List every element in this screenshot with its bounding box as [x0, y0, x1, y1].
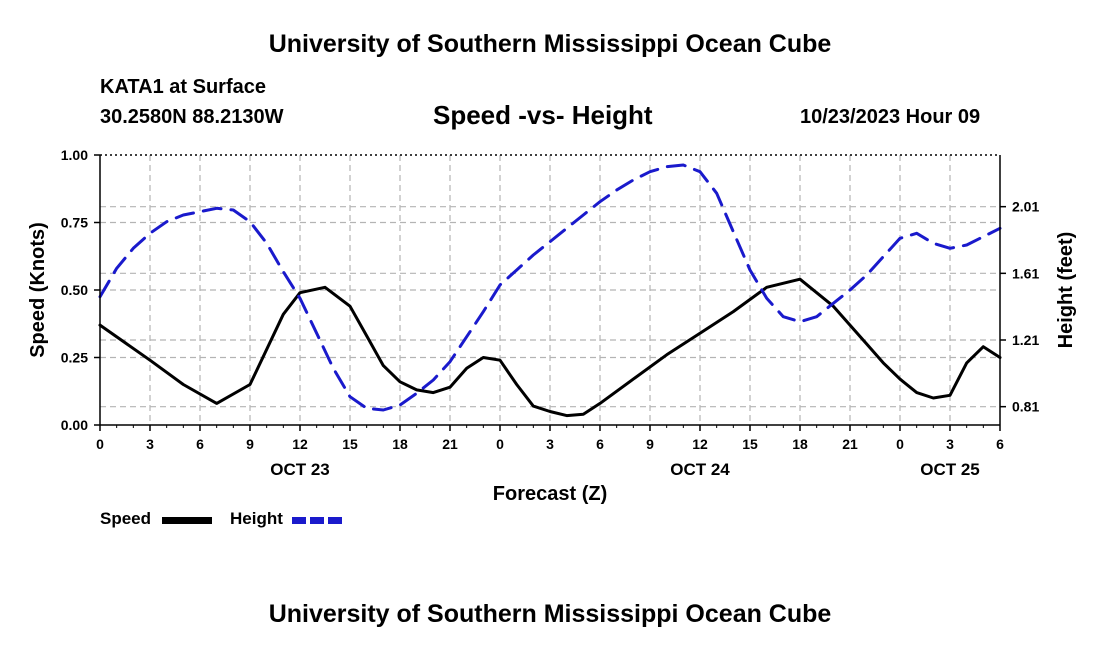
- x-tick-label: 0: [496, 436, 504, 452]
- x-date-label: OCT 23: [270, 460, 330, 479]
- page-title: University of Southern Mississippi Ocean…: [268, 30, 832, 58]
- x-tick-label: 3: [146, 436, 154, 452]
- x-tick-label: 12: [292, 436, 308, 452]
- forecast-datetime: 10/23/2023 Hour 09: [800, 106, 981, 128]
- chart-title: Speed -vs- Height: [433, 100, 653, 130]
- x-tick-label: 18: [392, 436, 408, 452]
- x-tick-label: 6: [596, 436, 604, 452]
- legend-speed-label: Speed: [100, 509, 152, 528]
- legend-speed-swatch: [162, 517, 212, 524]
- y-tick-label: 0.50: [61, 282, 88, 298]
- x-tick-label: 15: [342, 436, 358, 452]
- y2-tick-label: 2.01: [1012, 199, 1039, 215]
- x-date-label: OCT 25: [920, 460, 980, 479]
- x-tick-label: 6: [996, 436, 1004, 452]
- y2-tick-label: 1.21: [1012, 332, 1039, 348]
- y2-tick-label: 1.61: [1012, 265, 1039, 281]
- x-tick-label: 6: [196, 436, 204, 452]
- y-tick-label: 0.25: [61, 350, 88, 366]
- legend-height-label: Height: [230, 509, 283, 528]
- x-tick-label: 3: [546, 436, 554, 452]
- x-tick-label: 18: [792, 436, 808, 452]
- x-tick-label: 21: [842, 436, 858, 452]
- x-tick-label: 12: [692, 436, 708, 452]
- x-tick-label: 21: [442, 436, 458, 452]
- grid: [100, 155, 1000, 425]
- footer-title: University of Southern Mississippi Ocean…: [268, 600, 832, 628]
- series-line-height: [98, 163, 1002, 412]
- x-axis-title: Forecast (Z): [493, 483, 607, 505]
- station-coordinates: 30.2580N 88.2130W: [100, 106, 284, 128]
- y-axis-title: Speed (Knots): [27, 222, 49, 358]
- y-tick-label: 0.75: [61, 215, 88, 231]
- x-tick-label: 9: [246, 436, 254, 452]
- y-tick-label: 0.00: [61, 417, 88, 433]
- axes: 0 3 6 9 12 15 18 21 0 3 6 9 12 15 18 21 0 3 6 OCT 23 OCT 24 O…: [61, 147, 1040, 479]
- x-tick-label: 9: [646, 436, 654, 452]
- series-line-speed: [98, 277, 1002, 418]
- x-tick-label: 0: [896, 436, 904, 452]
- x-tick-label: 3: [946, 436, 954, 452]
- legend-height-swatch: [292, 517, 342, 524]
- x-tick-label: 15: [742, 436, 758, 452]
- x-date-label: OCT 24: [670, 460, 730, 479]
- y2-tick-label: 0.81: [1012, 399, 1039, 415]
- series-lines: [98, 163, 1002, 418]
- y-tick-label: 1.00: [61, 147, 88, 163]
- station-label: KATA1 at Surface: [100, 76, 266, 98]
- x-tick-label: 0: [96, 436, 104, 452]
- y2-axis-title: Height (feet): [1055, 232, 1077, 349]
